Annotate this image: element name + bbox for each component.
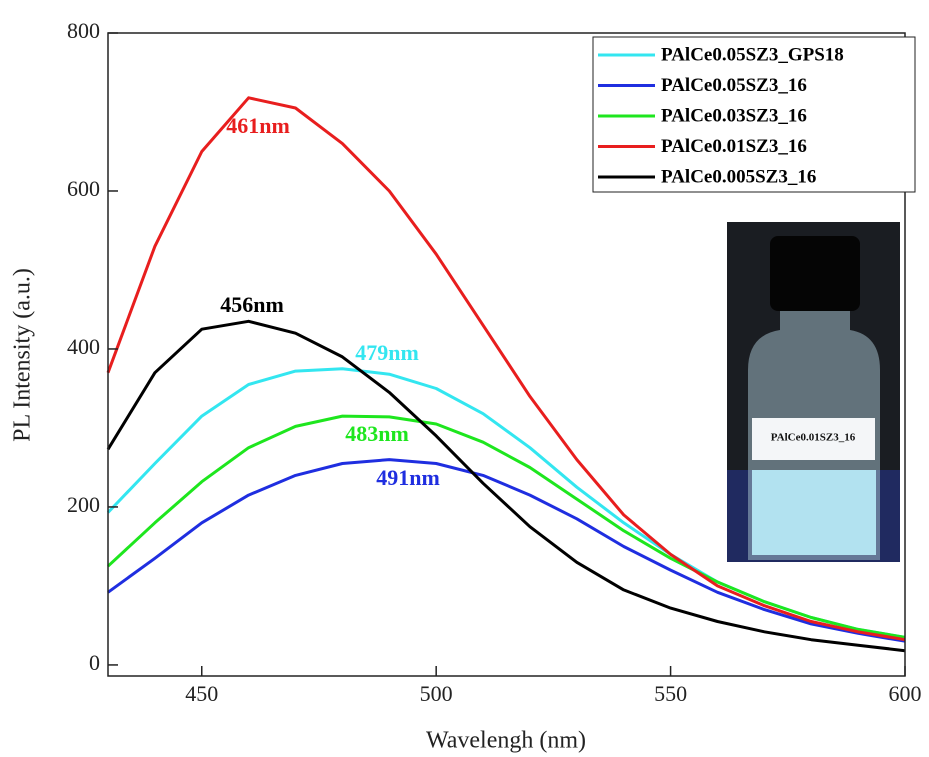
peak-annotation: 479nm — [355, 340, 419, 365]
y-tick-label: 800 — [67, 18, 100, 43]
series-line — [106, 319, 906, 653]
y-tick-label: 200 — [67, 492, 100, 517]
x-tick-label: 500 — [420, 681, 453, 706]
legend-label: PAlCe0.05SZ3_16 — [661, 75, 807, 96]
bottle-label — [752, 418, 875, 460]
plot-area — [106, 96, 906, 653]
series-line — [107, 458, 906, 643]
y-tick-label: 400 — [67, 334, 100, 359]
bottle-cap — [770, 236, 860, 311]
inset-label: PAlCe0.01SZ3_16 — [771, 432, 856, 444]
peak-annotation: 483nm — [345, 421, 409, 446]
x-tick-label: 600 — [889, 681, 922, 706]
x-tick-label: 450 — [185, 681, 218, 706]
peak-annotation: 461nm — [226, 113, 290, 138]
bottle-powder — [752, 470, 876, 555]
series-line — [106, 414, 906, 639]
y-tick-label: 0 — [89, 650, 100, 675]
legend-label: PAlCe0.01SZ3_16 — [661, 136, 807, 157]
legend-label: PAlCe0.05SZ3_GPS18 — [661, 44, 844, 65]
legend: PAlCe0.05SZ3_GPS18 PAlCe0.05SZ3_16 PAlCe0.… — [592, 36, 916, 193]
inset-photo: PAlCe0.01SZ3_16 — [727, 222, 900, 562]
legend-label: PAlCe0.03SZ3_16 — [661, 105, 807, 126]
legend-label: PAlCe0.005SZ3_16 — [661, 166, 816, 187]
peak-annotation: 491nm — [376, 465, 440, 490]
y-tick-label: 600 — [67, 176, 100, 201]
peak-annotation: 456nm — [220, 292, 284, 317]
series-line — [106, 96, 906, 642]
y-axis-title: PL Intensity (a.u.) — [10, 268, 36, 442]
x-axis-title: Wavelengh (nm) — [426, 728, 586, 754]
plot-frame — [107, 32, 906, 677]
x-tick-label: 550 — [654, 681, 687, 706]
